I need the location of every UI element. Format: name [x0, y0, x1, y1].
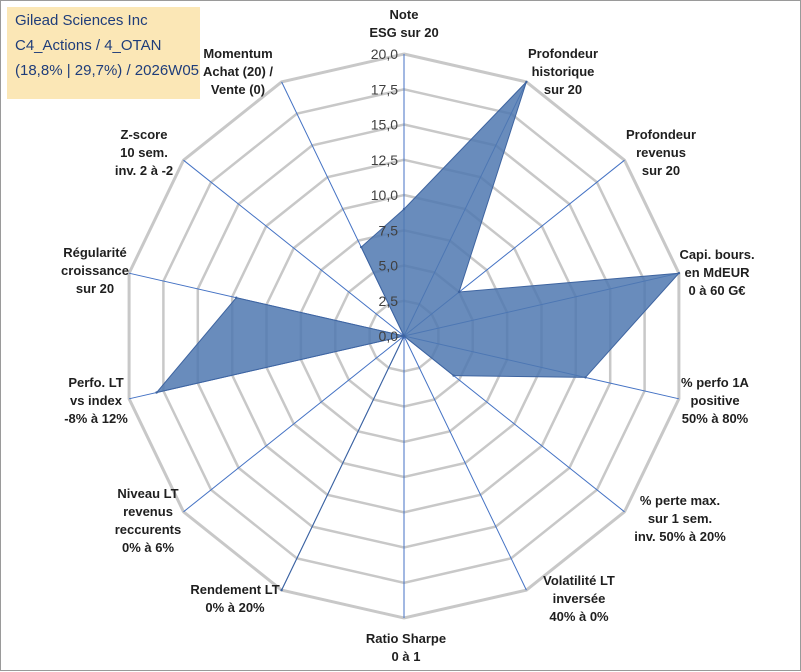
info-box: Gilead Sciences Inc C4_Actions / 4_OTAN …: [7, 7, 200, 99]
axis-label: Momentum: [203, 46, 272, 61]
data-point: [155, 391, 158, 394]
axis-label: historique: [532, 64, 595, 79]
axis-spoke: [183, 159, 405, 337]
axis-labels: Note ESG sur 20 Profondeur historique sur 20…: [61, 7, 755, 664]
tick-label: 10,0: [371, 187, 398, 203]
radar-ticks: 0,0 2,5 5,0 7,5 10,0 12,5 15,0 17,5 20,0: [371, 46, 398, 344]
axis-label: Rendement LT: [190, 582, 279, 597]
data-point: [235, 296, 238, 299]
axis-label: 0 à 1: [392, 649, 421, 664]
tick-label: 20,0: [371, 46, 398, 62]
axis-label: Note: [390, 7, 419, 22]
axis-label: Régularité: [63, 245, 127, 260]
data-point: [402, 207, 406, 211]
axis-label: Achat (20) /: [203, 64, 273, 79]
axis-label: 10 sem.: [120, 145, 168, 160]
info-stats: (18,8% | 29,7%) / 2026W05: [15, 62, 199, 79]
axis-label: croissance: [61, 263, 129, 278]
axis-spoke: [403, 335, 527, 591]
tick-label: 2,5: [379, 293, 399, 309]
axis-label: positive: [690, 393, 739, 408]
axis-label: vs index: [70, 393, 123, 408]
axis-label: Volatilité LT: [543, 573, 615, 588]
axis-label: 40% à 0%: [549, 609, 609, 624]
axis-label: % perte max.: [640, 493, 720, 508]
axis-label: sur 1 sem.: [648, 511, 712, 526]
data-point: [457, 290, 461, 294]
axis-label: 0 à 60 G€: [688, 283, 745, 298]
axis-label: inv. 50% à 20%: [634, 529, 726, 544]
tick-label: 12,5: [371, 152, 398, 168]
data-point: [402, 334, 406, 338]
data-point: [452, 374, 455, 377]
axis-label: sur 20: [642, 163, 680, 178]
axis-label: revenus: [123, 504, 173, 519]
axis-label: inv. 2 à -2: [115, 163, 173, 178]
axis-label: Perfo. LT: [68, 375, 123, 390]
tick-label: 0,0: [379, 328, 399, 344]
series-area: [155, 81, 681, 591]
axis-label: Capi. bours.: [679, 247, 754, 262]
axis-label: reccurents: [115, 522, 181, 537]
axis-label: Ratio Sharpe: [366, 631, 446, 646]
axis-label: 0% à 20%: [205, 600, 265, 615]
axis-label: Z-score: [121, 127, 168, 142]
axis-spoke: [183, 335, 405, 513]
axis-label: en MdEUR: [685, 265, 751, 280]
axis-label: sur 20: [76, 281, 114, 296]
tick-label: 17,5: [371, 81, 398, 97]
axis-label: revenus: [636, 145, 686, 160]
axis-label: Niveau LT: [117, 486, 178, 501]
radar-series: [155, 80, 681, 592]
tick-label: 15,0: [371, 117, 398, 133]
axis-label: -8% à 12%: [64, 411, 128, 426]
axis-label: sur 20: [544, 82, 582, 97]
data-point: [584, 376, 587, 379]
axis-label: 50% à 80%: [682, 411, 749, 426]
info-category: C4_Actions / 4_OTAN: [15, 37, 162, 54]
info-company: Gilead Sciences Inc: [15, 12, 148, 29]
axis-label: Profondeur: [626, 127, 696, 142]
tick-label: 7,5: [379, 222, 399, 238]
axis-label: % perfo 1A: [681, 375, 750, 390]
tick-label: 5,0: [379, 258, 399, 274]
axis-label: inversée: [553, 591, 606, 606]
axis-label: Vente (0): [211, 82, 265, 97]
data-point: [280, 588, 283, 592]
axis-label: 0% à 6%: [122, 540, 174, 555]
data-point: [525, 80, 528, 84]
axis-label: ESG sur 20: [369, 25, 438, 40]
axis-label: Profondeur: [528, 46, 598, 61]
data-point: [360, 245, 363, 249]
data-point: [677, 272, 681, 275]
